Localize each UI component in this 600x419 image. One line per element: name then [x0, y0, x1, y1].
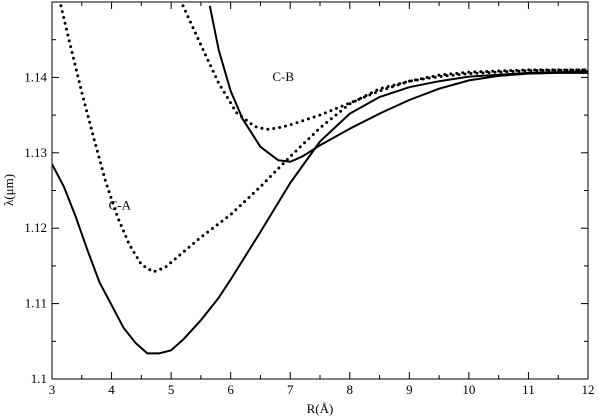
axis-ticks: 3 4 5 6 7 8 9 10 11 12 1.1 1.11 1.12 1.13 1.14	[24, 2, 595, 397]
series-layer	[52, 4, 588, 355]
annotation-layer: C-A C-B	[109, 69, 295, 212]
x-tick-label: 4	[108, 382, 115, 397]
x-tick-label: 11	[522, 382, 535, 397]
x-tick-label: 8	[347, 382, 354, 397]
y-tick-label: 1.13	[24, 145, 47, 160]
annotation-label: C-B	[272, 69, 294, 84]
x-tick-label: 10	[462, 382, 475, 397]
x-tick-label: 3	[49, 382, 56, 397]
x-tick-label: 5	[168, 382, 175, 397]
y-tick-label: 1.12	[24, 220, 47, 235]
x-tick-label: 6	[227, 382, 234, 397]
series-line-1-solid	[208, 5, 588, 163]
x-tick-label: 9	[406, 382, 413, 397]
x-axis-title: R(Å)	[307, 401, 334, 416]
series-line-3-dotted	[181, 4, 588, 131]
annotation-label: C-A	[109, 197, 132, 212]
y-axis-title: λ(μm)	[1, 174, 16, 206]
y-tick-label: 1.1	[31, 371, 47, 386]
series-line-0-solid	[52, 70, 588, 355]
plot-frame	[51, 1, 589, 380]
y-tick-label: 1.11	[25, 296, 47, 311]
y-tick-label: 1.14	[24, 69, 47, 84]
x-tick-label: 12	[582, 382, 595, 397]
x-tick-label: 7	[287, 382, 294, 397]
series-line-2-dotted	[59, 4, 588, 274]
